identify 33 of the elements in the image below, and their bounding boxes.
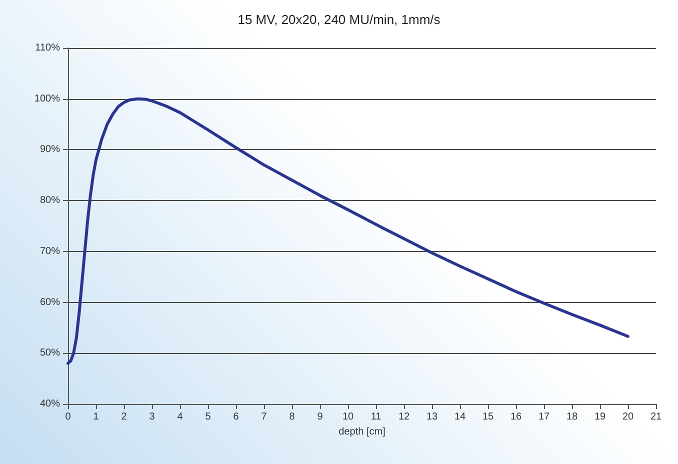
x-tick-label: 9 <box>317 412 324 422</box>
y-tick-label: 100% <box>34 93 60 104</box>
y-tick-label: 40% <box>40 398 60 410</box>
x-tick-label: 18 <box>566 412 578 422</box>
x-tick-label: 6 <box>233 412 240 422</box>
x-tick-label: 2 <box>121 412 128 422</box>
x-tick-label: 19 <box>594 412 606 422</box>
x-tick-label: 14 <box>454 412 466 422</box>
y-tick-label: 70% <box>40 246 60 257</box>
x-tick-label: 21 <box>650 412 662 422</box>
chart-title: 15 MV, 20x20, 240 MU/min, 1mm/s <box>238 12 441 27</box>
x-tick-label: 20 <box>622 412 634 422</box>
x-tick-label: 11 <box>370 412 382 422</box>
y-tick-label: 50% <box>40 348 60 359</box>
x-tick-label: 15 <box>482 412 494 422</box>
x-tick-label: 16 <box>510 412 522 422</box>
x-tick-label: 7 <box>261 412 268 422</box>
x-tick-label: 4 <box>177 412 184 422</box>
y-tick-label: 80% <box>40 195 60 206</box>
x-tick-label: 0 <box>65 412 72 422</box>
x-tick-label: 3 <box>149 412 156 422</box>
x-tick-label: 12 <box>398 412 410 422</box>
line-series <box>66 97 630 365</box>
x-tick-label: 1 <box>93 412 100 422</box>
y-tick-label: 60% <box>40 296 60 308</box>
x-tick-label: 13 <box>426 412 438 422</box>
x-tick-label: 17 <box>538 412 550 422</box>
y-tick-label: 90% <box>40 144 60 156</box>
y-tick-label: 110% <box>35 42 60 54</box>
x-tick-label: 10 <box>342 412 354 422</box>
x-axis-title: depth [cm] <box>338 426 386 438</box>
x-tick-label: 8 <box>289 412 296 422</box>
x-tick-label: 5 <box>205 412 212 422</box>
